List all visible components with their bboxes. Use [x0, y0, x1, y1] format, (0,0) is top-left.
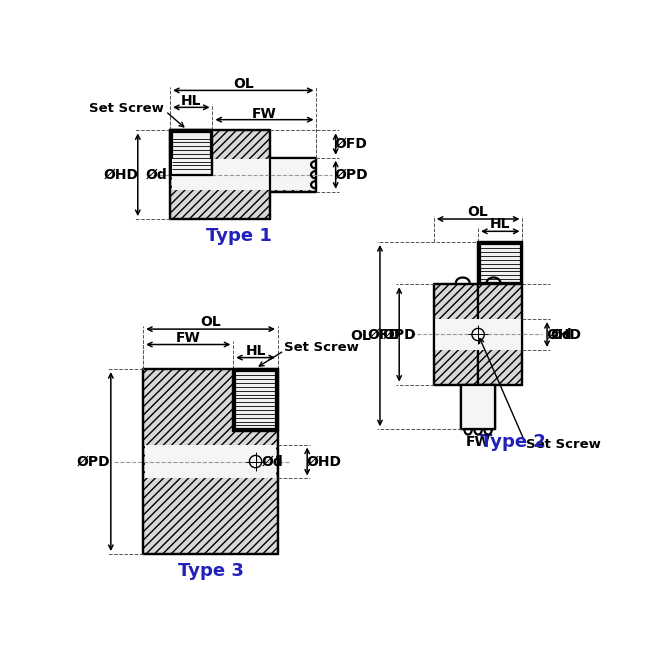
Text: ØPD: ØPD	[383, 328, 416, 342]
Bar	[270, 159, 315, 190]
Text: ØHD: ØHD	[547, 328, 582, 342]
Bar	[234, 371, 277, 429]
Bar	[172, 132, 211, 173]
Text: HL: HL	[490, 217, 511, 231]
Text: FW: FW	[176, 330, 200, 344]
Text: OL: OL	[200, 315, 221, 329]
Text: ØFD: ØFD	[367, 328, 400, 342]
Text: Ød: Ød	[551, 328, 573, 342]
Bar	[143, 369, 278, 554]
Text: OL: OL	[468, 205, 488, 219]
Text: FW: FW	[252, 107, 277, 121]
Bar	[170, 131, 270, 175]
Bar	[461, 385, 495, 429]
Text: FW: FW	[466, 435, 490, 448]
Text: Ød: Ød	[262, 454, 283, 468]
Bar	[170, 131, 212, 175]
Text: OL: OL	[233, 77, 254, 91]
Text: Set Screw: Set Screw	[526, 438, 601, 451]
Bar	[170, 175, 270, 219]
Bar	[461, 385, 495, 429]
Text: Type 2: Type 2	[480, 433, 545, 450]
Bar	[436, 319, 521, 350]
Text: ØHD: ØHD	[307, 454, 342, 468]
Bar	[480, 244, 521, 283]
Bar	[270, 157, 316, 192]
Text: OL: OL	[350, 329, 371, 342]
Bar	[478, 285, 523, 385]
Bar	[233, 369, 278, 431]
Text: Set Screw: Set Screw	[89, 103, 164, 115]
Bar	[461, 385, 495, 429]
Bar	[172, 159, 269, 190]
Bar	[434, 285, 478, 385]
Text: ØHD: ØHD	[103, 168, 138, 182]
Bar	[463, 385, 494, 429]
Text: ØPD: ØPD	[334, 168, 368, 182]
Text: ØFD: ØFD	[334, 137, 368, 151]
Bar	[145, 445, 277, 478]
Text: ØPD: ØPD	[77, 454, 111, 468]
Text: Set Screw: Set Screw	[284, 341, 359, 354]
Text: Ød: Ød	[145, 168, 167, 182]
Bar	[478, 242, 523, 285]
Text: Type 3: Type 3	[178, 562, 243, 580]
Text: HL: HL	[181, 94, 202, 108]
Text: HL: HL	[245, 344, 266, 358]
Text: Type 1: Type 1	[206, 227, 273, 245]
